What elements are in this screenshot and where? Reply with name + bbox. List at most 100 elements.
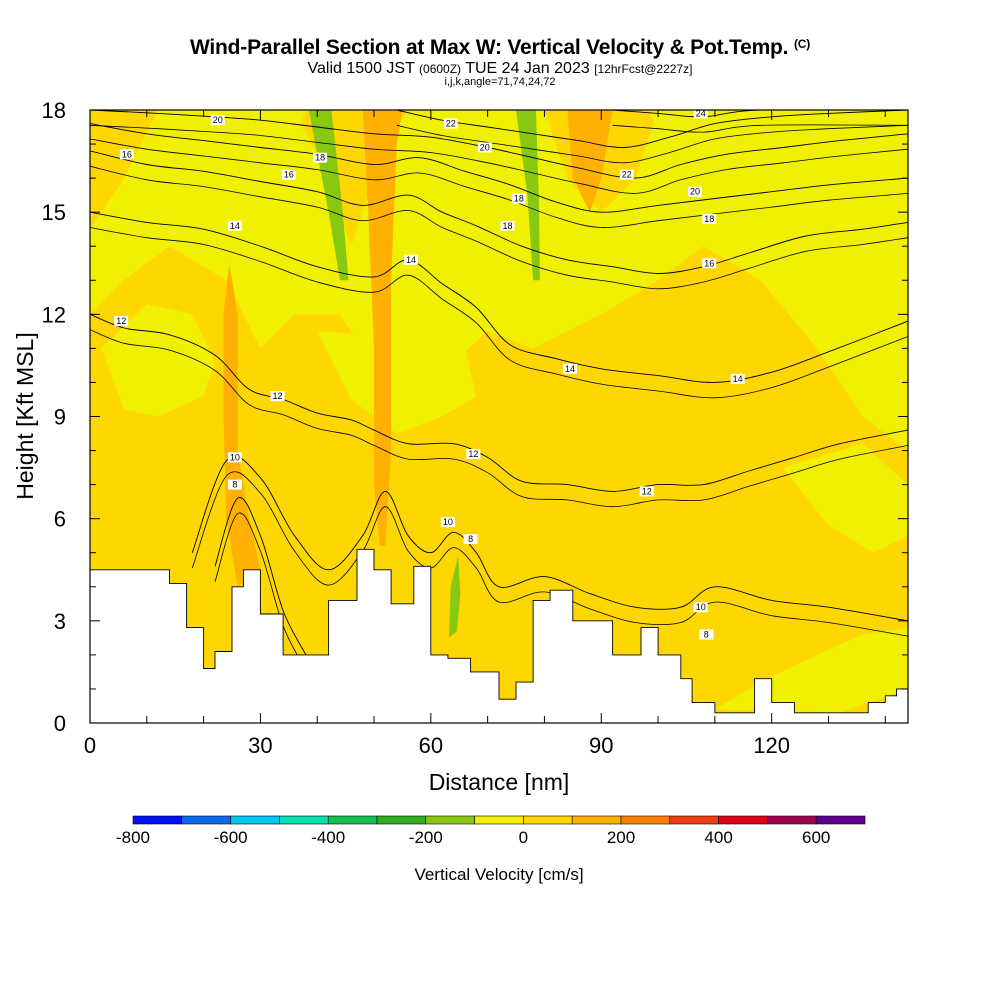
colorbar-tick-label: -600 (214, 828, 248, 847)
w-region (101, 304, 215, 417)
colorbar-tick-label: 400 (704, 828, 732, 847)
colorbar-swatch (669, 815, 719, 825)
contour-label-text: 18 (704, 214, 714, 224)
x-tick-label: 0 (84, 733, 96, 758)
potential-temperature-contours (90, 110, 908, 671)
theta-contour (214, 497, 307, 656)
contour-label: 22 (443, 118, 458, 129)
contour-label-bg (702, 214, 717, 224)
colorbar-swatch (279, 815, 329, 825)
colorbar-tick-label: 600 (802, 828, 830, 847)
x-tick-label: 60 (419, 733, 443, 758)
theta-contour (90, 329, 908, 508)
colorbar-swatch (718, 815, 768, 825)
contour-label-bg (619, 169, 634, 180)
contour-label-text: 8 (704, 630, 709, 640)
valid-date: TUE 24 Jan 2023 (465, 60, 590, 77)
colorbar-tick-label: -200 (409, 828, 443, 847)
contour-label: 10 (440, 517, 455, 528)
w-region (516, 110, 540, 281)
plot-area: 20 16 16 18 22 20 24 22 20 18 18 14 18 14 16 12 14 14 12 12… (90, 108, 908, 723)
colorbar-tick-label: 0 (519, 828, 528, 847)
contour-label: 18 (500, 220, 515, 231)
contour-label-bg (404, 254, 418, 265)
title-tag: (C) (793, 37, 811, 51)
contour-label-bg (563, 363, 577, 374)
contour-label-bg (227, 479, 242, 490)
colorbar-tick-label: 200 (607, 828, 635, 847)
theta-contour (90, 165, 908, 290)
contour-label-bg (693, 602, 708, 613)
theta-contour (90, 227, 908, 399)
theta-contour (191, 471, 908, 637)
contour-label: 10 (693, 602, 708, 613)
contour-label: 22 (619, 169, 634, 180)
w-region (449, 556, 461, 638)
axis-ticks (89, 109, 908, 724)
contour-label-bg (466, 449, 481, 459)
contour-labels: 20 16 16 18 22 20 24 22 20 18 18 14 18 14 16 12 14 14 12 12… (114, 108, 745, 640)
contour-label-text: 10 (443, 517, 453, 527)
colorbar-swatch (230, 815, 280, 825)
contour-label-bg (227, 220, 242, 231)
forecast-info: [12hrFcst@2227z] (594, 62, 693, 76)
colorbar-tick-label: -800 (116, 828, 150, 847)
y-tick-labels: 0 3 6 9 12 15 18 (42, 98, 66, 736)
colorbar-swatch (376, 815, 427, 825)
contour-label-text: 20 (213, 115, 223, 125)
colorbar-swatch (620, 815, 671, 825)
contour-label: 14 (563, 363, 577, 374)
contour-label-text: 24 (696, 108, 706, 118)
theta-contour (191, 455, 908, 622)
contour-label-text: 8 (232, 480, 237, 490)
contour-label-bg (114, 316, 129, 327)
contour-label-bg (730, 374, 745, 384)
contour-label-bg (119, 149, 134, 160)
contour-label-text: 14 (565, 364, 575, 374)
contour-label: 8 (699, 629, 714, 640)
theta-contour (214, 512, 307, 671)
theta-contour (396, 110, 908, 148)
contour-label-bg (699, 629, 714, 640)
contour-label-text: 12 (642, 486, 652, 496)
contour-label: 20 (210, 115, 225, 126)
contour-label-text: 16 (122, 149, 132, 159)
w-region (783, 443, 908, 553)
y-axis-title: Height [Kft MSL] (12, 332, 38, 499)
colorbar-swatch (327, 815, 378, 825)
contour-label: 12 (466, 449, 481, 459)
contour-label-text: 12 (468, 449, 478, 459)
contour-label-bg (227, 452, 242, 463)
contour-label-bg (639, 486, 654, 497)
colorbar-title: Vertical Velocity [cm/s] (414, 865, 583, 884)
theta-contour (90, 124, 908, 194)
colorbar-swatch (132, 815, 183, 825)
contour-label-text: 22 (622, 170, 632, 180)
w-region (317, 328, 477, 434)
contour-label-text: 16 (704, 258, 714, 268)
contour-label: 14 (730, 374, 745, 384)
theta-contour (396, 124, 908, 164)
terrain-fill (90, 548, 908, 723)
theta-contour (90, 138, 908, 228)
contour-label-text: 20 (690, 187, 700, 197)
terrain (90, 548, 908, 723)
contour-label: 18 (702, 214, 717, 224)
w-region (646, 110, 874, 185)
contour-label-bg (281, 169, 296, 180)
theta-contour (612, 110, 908, 118)
theta-contour (612, 124, 908, 133)
contour-label: 8 (227, 479, 242, 490)
w-region (362, 110, 403, 546)
contour-label-text: 14 (230, 221, 240, 231)
contour-label-bg (693, 110, 708, 119)
contour-label-text: 10 (696, 602, 706, 612)
x-axis-title: Distance [nm] (429, 769, 570, 795)
y-tick-label: 3 (54, 609, 66, 634)
contour-label: 16 (702, 258, 717, 269)
contour-label: 12 (270, 391, 285, 402)
contour-label-bg (500, 220, 515, 231)
x-tick-label: 30 (248, 733, 272, 758)
contour-label-text: 16 (284, 170, 294, 180)
colorbar-swatch (425, 815, 475, 825)
